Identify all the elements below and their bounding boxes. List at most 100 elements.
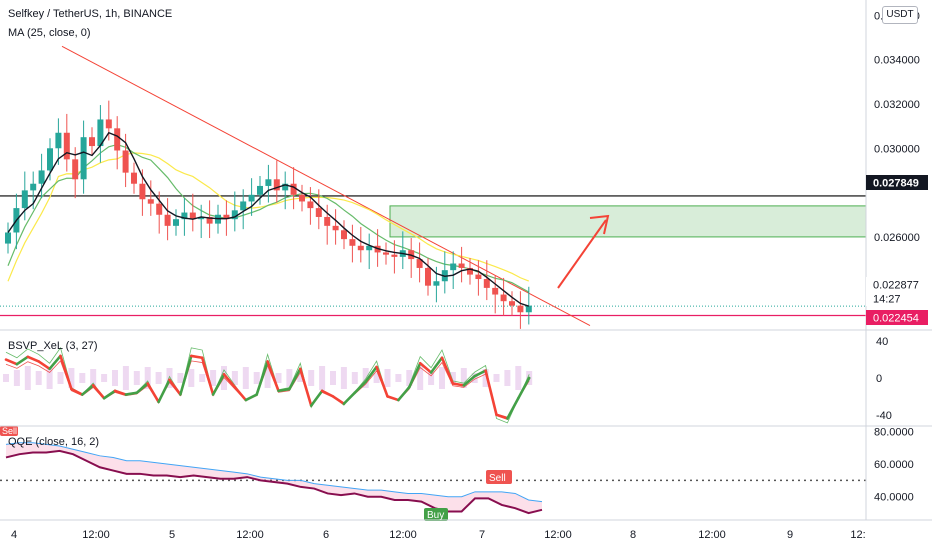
ma-25-line [7, 131, 530, 307]
bsvp-volume-bar [515, 366, 522, 390]
bsvp-volume-bar [13, 370, 20, 386]
time-tick-label: 12: [850, 529, 865, 541]
candle-body [290, 183, 297, 195]
bsvp-main-segment [244, 393, 259, 402]
candle-body [458, 263, 465, 268]
projection-arrow [557, 219, 607, 289]
qqe-pane: Sell Sell Buy [0, 426, 866, 521]
bsvp-volume-bar [199, 374, 206, 382]
candle-body [467, 267, 473, 275]
bsvp-main-segment [222, 373, 237, 389]
candle-body [366, 245, 373, 251]
bsvp-main-segment [200, 356, 215, 396]
time-tick-label: 8 [630, 529, 636, 541]
bsvp-tick-label: -40 [876, 410, 892, 422]
bsvp-main-segment [15, 355, 30, 366]
candle-body [332, 225, 339, 231]
bsvp-main-segment [70, 387, 84, 396]
bsvp-volume-bar [449, 372, 456, 384]
bsvp-volume-bar [340, 367, 347, 389]
bsvp-volume-bar [460, 368, 467, 388]
candle-body [139, 183, 146, 200]
bsvp-main-segment [168, 378, 182, 396]
candle-body [63, 132, 70, 160]
qqe-legend[interactable]: QQE (close, 16, 2) [8, 436, 100, 448]
time-tick-label: 9 [787, 529, 793, 541]
bsvp-volume-bar [112, 370, 118, 386]
symbol-legend[interactable]: Selfkey / TetherUS, 1h, BINANCE [8, 8, 173, 20]
candle-body [122, 150, 129, 173]
candle-body [475, 274, 482, 280]
candle-body [105, 119, 112, 129]
bsvp-main-segment [37, 360, 51, 371]
buy-label: Buy [427, 510, 444, 521]
candle-body [315, 208, 322, 217]
currency-button[interactable]: USDT [882, 6, 918, 24]
price-tag-label: 0.022877 [873, 280, 919, 292]
bsvp-main-segment [506, 396, 520, 420]
bsvp-main-segment [331, 395, 346, 406]
bsvp-main-segment [473, 369, 487, 378]
candle-body [509, 301, 515, 306]
time-tick-label: 12:00 [544, 529, 572, 541]
bsvp-volume-bar [439, 367, 445, 389]
qqe-slow-line [5, 442, 543, 503]
bsvp-volume-bar [286, 369, 293, 387]
bsvp-main-segment [26, 355, 41, 363]
candle-body [47, 148, 53, 171]
bsvp-main-segment [462, 374, 477, 387]
bsvp-main-segment [157, 378, 171, 404]
bsvp-main-segment [255, 360, 269, 396]
bsvp-volume-bar [493, 374, 500, 382]
sell-left-label: Sell [2, 426, 17, 436]
candle-body [450, 263, 457, 271]
bsvp-main-segment [342, 391, 357, 406]
bsvp-volume-bar [210, 370, 217, 386]
bsvp-volume-bar [417, 366, 424, 390]
time-tick-label: 12:00 [389, 529, 417, 541]
bsvp-pane [3, 346, 533, 424]
bsvp-volume-bar [79, 373, 86, 383]
bsvp-legend[interactable]: BSVP_XeL (3, 27) [8, 340, 98, 352]
price-tick-label: 0.030000 [874, 143, 920, 155]
bsvp-volume-bar [384, 369, 391, 387]
bsvp-volume-bar [395, 374, 402, 382]
bsvp-volume-bar [46, 367, 53, 389]
price-tag-box [866, 291, 928, 306]
bsvp-volume-bar [253, 372, 260, 384]
candle-body [492, 287, 499, 295]
candle-body [341, 230, 347, 240]
candle-body [131, 172, 137, 184]
bsvp-main-segment [397, 385, 411, 402]
bsvp-main-segment [113, 389, 128, 396]
bsvp-main-segment [91, 384, 106, 400]
candle-body [307, 201, 314, 209]
candle-body [30, 183, 37, 191]
bsvp-main-segment [386, 395, 400, 402]
candle-body [114, 128, 121, 151]
bsvp-volume-bar [3, 374, 9, 382]
bsvp-tick-label: 40 [876, 336, 888, 348]
bsvp-main-segment [375, 365, 389, 398]
candle-body [5, 232, 11, 244]
bsvp-volume-bar [319, 366, 326, 390]
bsvp-main-segment [190, 354, 204, 360]
bsvp-volume-bar [297, 374, 304, 382]
bsvp-volume-bar [90, 369, 97, 387]
bsvp-volume-bar [177, 373, 184, 383]
bsvp-main-segment [4, 358, 19, 366]
candle-body [500, 294, 507, 302]
bsvp-main-segment [81, 384, 95, 396]
ma-legend[interactable]: MA (25, close, 0) [8, 27, 91, 39]
bsvp-tick-label: 0 [876, 373, 882, 385]
projection-arrow-head [589, 214, 610, 235]
candle-body [198, 216, 205, 220]
candle-body [181, 212, 188, 220]
bsvp-volume-bar [406, 370, 413, 386]
time-tick-label: 4 [11, 529, 17, 541]
bsvp-volume-bar [231, 371, 238, 385]
qqe-main-line [5, 449, 543, 515]
